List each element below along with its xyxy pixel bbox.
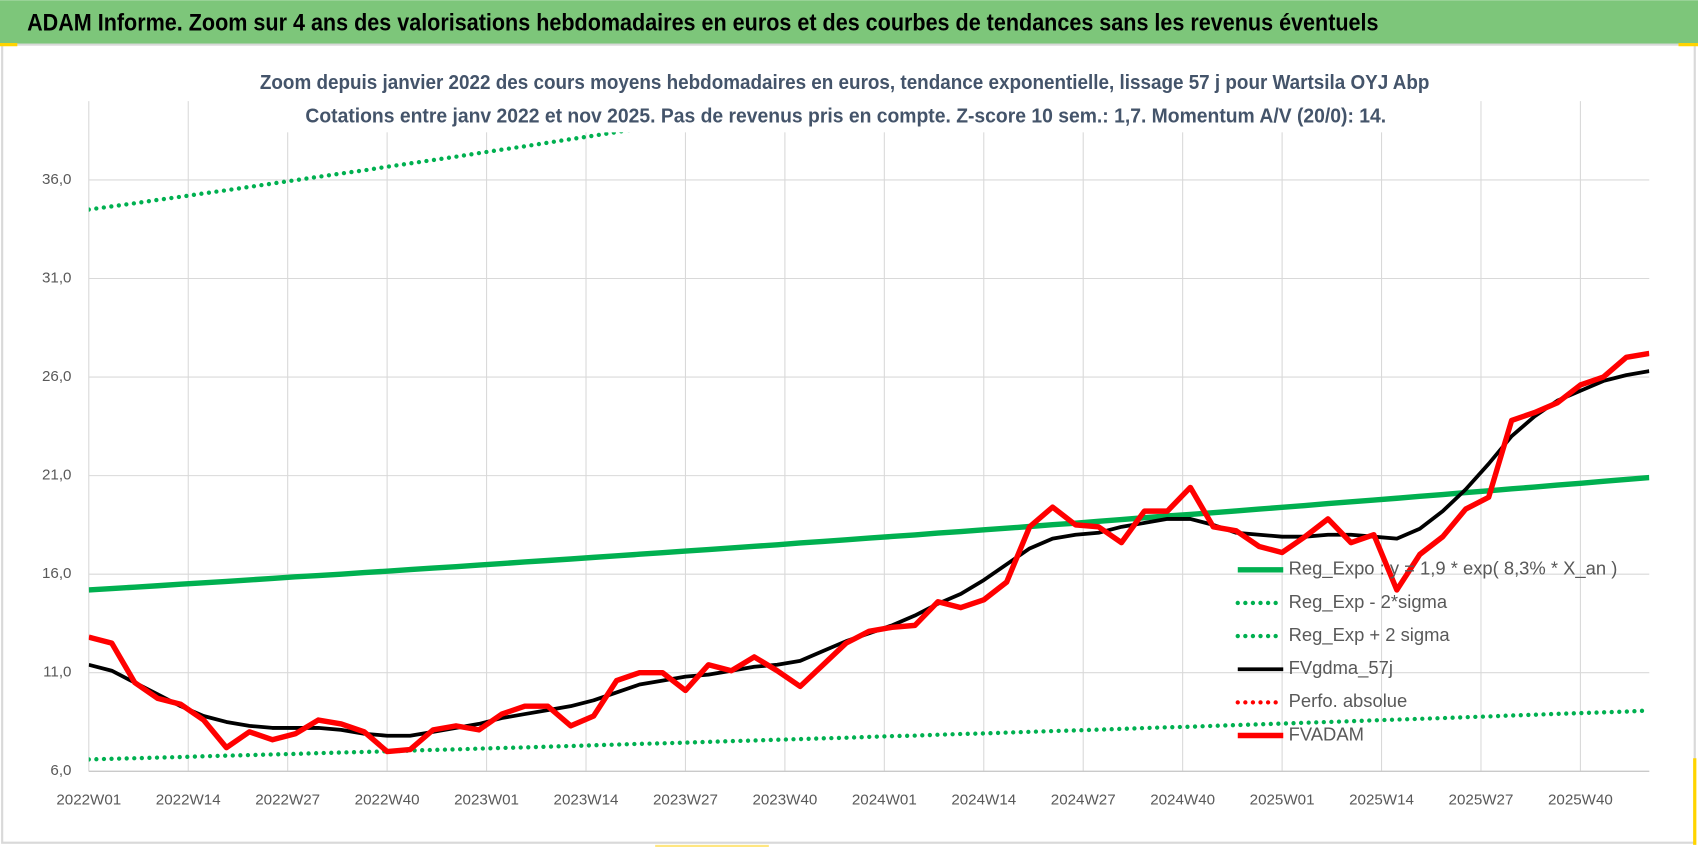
x-tick-label: 2024W14 — [951, 791, 1016, 808]
legend-label: Reg_Exp + 2 sigma — [1289, 624, 1451, 646]
x-tick-label: 2023W14 — [554, 791, 619, 808]
y-tick-label: 31,0 — [42, 270, 72, 287]
legend-label: FVADAM — [1289, 723, 1364, 744]
legend-label: FVgdma_57j — [1289, 657, 1393, 679]
x-tick-label: 2025W40 — [1548, 791, 1613, 808]
header-bar — [0, 0, 1698, 45]
x-tick-label: 2024W40 — [1150, 791, 1215, 808]
x-tick-label: 2025W27 — [1449, 791, 1514, 808]
x-tick-label: 2022W27 — [255, 791, 320, 808]
y-tick-label: 6,0 — [50, 762, 71, 779]
x-tick-label: 2022W01 — [56, 791, 121, 808]
x-tick-label: 2023W27 — [653, 791, 718, 808]
legend-label: Reg_Exp - 2*sigma — [1289, 591, 1448, 613]
title-background — [246, 65, 1443, 133]
x-tick-label: 2023W01 — [454, 791, 519, 808]
x-tick-label: 2023W40 — [752, 791, 817, 808]
series-line — [88, 474, 1650, 593]
series-line — [88, 350, 1650, 755]
x-tick-label: 2022W40 — [355, 791, 420, 808]
x-tick-label: 2022W14 — [156, 791, 221, 808]
x-tick-label: 2024W01 — [852, 791, 917, 808]
chart-title: Zoom depuis janvier 2022 des cours moyen… — [260, 71, 1430, 94]
legend-label: Perfo. absolue — [1289, 690, 1408, 711]
y-tick-label: 26,0 — [42, 368, 72, 385]
frame — [1, 43, 1696, 844]
legend-label: Reg_Expo : y = 1,9 * exp( 8,3% * X_an ) — [1289, 558, 1618, 580]
x-tick-label: 2024W27 — [1051, 791, 1116, 808]
x-tick-label: 2025W01 — [1250, 791, 1315, 808]
y-tick-label: 11,0 — [43, 664, 71, 681]
x-tick-label: 2025W14 — [1349, 791, 1414, 808]
series-line — [88, 708, 1650, 762]
y-tick-label: 36,0 — [42, 171, 72, 188]
y-tick-label: 21,0 — [42, 467, 72, 484]
header-title: ADAM Informe. Zoom sur 4 ans des valoris… — [27, 9, 1378, 36]
chart-subtitle: Cotations entre janv 2022 et nov 2025. P… — [305, 105, 1386, 128]
y-tick-label: 16,0 — [42, 565, 72, 582]
